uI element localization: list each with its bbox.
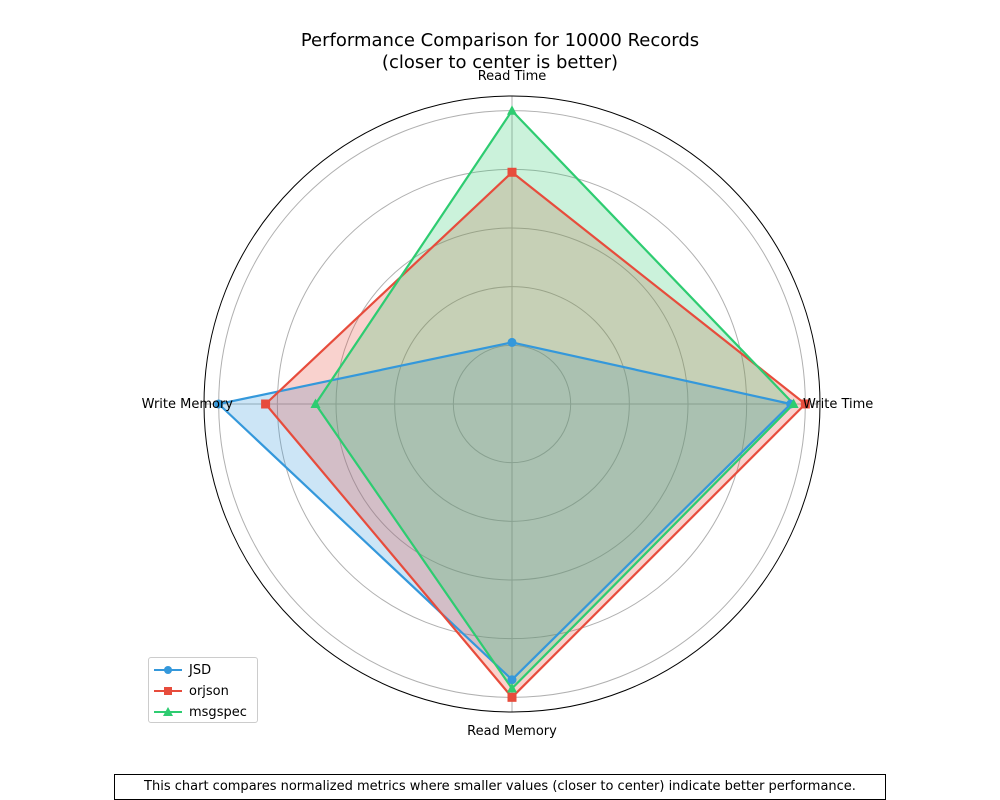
axis-label-write-time: Write Time	[803, 397, 873, 412]
data-point-msgspec-4	[310, 398, 321, 408]
axis-labels: Read Time Write Time Read Memory Write M…	[142, 69, 874, 739]
series-fill-jsd	[218, 342, 791, 680]
chart-subtitle: (closer to center is better)	[381, 52, 619, 73]
data-point-msgspec-3	[507, 683, 517, 693]
data-point-orjson-1	[507, 167, 517, 177]
data-point-orjson-2	[800, 399, 810, 409]
outer-frame	[203, 95, 821, 713]
legend: JSD orjson msgspec	[148, 657, 258, 723]
legend-swatch-orjson	[154, 687, 182, 695]
legend-item-jsd: JSD	[153, 660, 211, 680]
data-point-jsd-3	[507, 675, 517, 685]
legend-label-msgspec: msgspec	[189, 704, 247, 720]
legend-label-jsd: JSD	[189, 662, 212, 678]
series-fills	[218, 110, 806, 698]
legend-swatch-msgspec	[154, 707, 182, 716]
legend-label-orjson: orjson	[189, 683, 229, 699]
data-point-jsd-1	[507, 337, 517, 347]
series-fill-orjson	[265, 172, 806, 698]
legend-swatch-jsd	[154, 666, 182, 674]
chart-caption: This chart compares normalized metrics w…	[114, 774, 886, 800]
legend-item-orjson: orjson	[153, 681, 229, 701]
data-point-orjson-4	[261, 399, 271, 409]
data-point-orjson-3	[507, 692, 517, 702]
data-point-jsd-4	[214, 399, 224, 409]
data-point-msgspec-1	[507, 105, 517, 115]
chart-title: Performance Comparison for 10000 Records	[300, 30, 700, 51]
axis-label-write-memory: Write Memory	[142, 397, 234, 412]
data-point-msgspec-2	[788, 398, 799, 408]
axis-label-read-memory: Read Memory	[467, 724, 557, 739]
series-markers	[214, 105, 810, 702]
series-fill-msgspec	[315, 110, 794, 689]
axis-label-read-time: Read Time	[478, 69, 547, 84]
legend-item-msgspec: msgspec	[153, 702, 247, 722]
